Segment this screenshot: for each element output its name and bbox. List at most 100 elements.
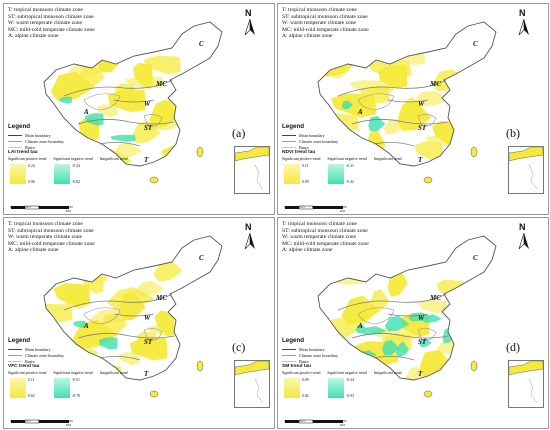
ramp-value: 0.96: [28, 180, 35, 184]
climate-zone-item: T: tropical monsoon climate zone: [8, 221, 83, 227]
legend: Legend Main boundary Climate zone boundary…: [8, 123, 132, 183]
positive-trend-area: [154, 310, 175, 337]
scale-tick-label: 825: [38, 419, 43, 423]
basin-outline: [417, 114, 437, 127]
negative-ramp: [54, 164, 70, 184]
positive-trend-area: [330, 93, 377, 118]
scale-tick-label: 1,650 KM: [340, 419, 347, 427]
legend-item-label: Main boundary: [25, 132, 51, 138]
positive-trend-area: [143, 56, 181, 75]
legend: Legend Main boundary Climate zone boundary…: [282, 337, 406, 397]
zone-letter: T: [418, 370, 423, 378]
positive-trend-area: [414, 141, 443, 161]
positive-trend-area: [414, 90, 451, 107]
island: [196, 146, 204, 158]
legend-item-label: Climate zone boundary: [299, 138, 339, 144]
climate-zone-item: A: alpine climate zone: [8, 33, 59, 40]
trend-title: NDVI trend tau: [282, 150, 316, 155]
basin-outline: [357, 93, 395, 111]
legend-item: Basin: [282, 358, 406, 364]
ramp-value: 0.89: [302, 180, 309, 184]
zone-letter: A: [357, 322, 363, 330]
negative-trend-area: [382, 339, 400, 356]
climate-zone-item: W: warm temperate climate zone: [8, 20, 83, 27]
climate-zone-boundary: [113, 99, 155, 103]
zone-letter: MC: [429, 80, 441, 88]
positive-ramp: [10, 378, 26, 398]
climate-zone-boundary: [63, 79, 173, 97]
china-map: C MC W A ST T: [43, 21, 223, 184]
positive-trend-area: [132, 62, 153, 89]
basin-outline: [143, 114, 163, 127]
negative-trend-area: [59, 96, 72, 104]
sig-insignificant-label: Insignificant trend: [99, 371, 128, 375]
legend-swatch: [282, 354, 296, 356]
zone-letter: T: [144, 370, 149, 378]
zone-letter: W: [144, 100, 151, 108]
scale-tick-label: 825: [312, 205, 317, 209]
legend-swatch: [8, 348, 22, 350]
zone-letter: ST: [418, 124, 427, 132]
negative-trend-area: [421, 314, 442, 324]
south-china-sea-inset: [234, 146, 270, 194]
positive-trend-area: [44, 48, 64, 61]
basin-outline: [143, 328, 163, 341]
legend-item-label: Main boundary: [299, 346, 325, 352]
zone-letter: ST: [144, 338, 153, 346]
significance-legend: Significant positive trend Significant ne…: [282, 157, 409, 161]
legend-item: Climate zone boundary: [282, 138, 406, 144]
climate-zone-list: T: tropical monsoon climate zone ST: subt…: [8, 221, 95, 254]
negative-ramp: [54, 378, 70, 398]
legend-swatch: [282, 146, 296, 148]
zone-letter: T: [418, 156, 423, 164]
zone-letter: W: [418, 100, 425, 108]
scale-bar: 0 412.5 825 1,650 KM: [10, 198, 74, 213]
legend-item-label: Main boundary: [25, 346, 51, 352]
climate-zone-boundary: [63, 293, 173, 311]
legend-item: Basin: [8, 358, 132, 364]
positive-trend-area: [89, 308, 137, 325]
north-arrow: N: [240, 8, 260, 36]
positive-trend-area: [348, 80, 394, 94]
map-panel: T: tropical monsoon climate zone ST: subt…: [3, 3, 275, 215]
zone-letter: W: [144, 314, 151, 322]
sig-negative-label: Significant negative trend: [327, 157, 367, 161]
north-letter: N: [245, 8, 252, 18]
ramp-value: 0.09: [302, 378, 309, 382]
positive-ramp: [284, 164, 300, 184]
zone-letter: C: [199, 254, 204, 262]
legend-swatch: [8, 354, 22, 356]
sig-positive-label: Significant positive trend: [282, 157, 321, 161]
map-panel: T: tropical monsoon climate zone ST: subt…: [277, 217, 549, 429]
climate-zone-item: ST: subtropical monsoon climate zone: [282, 13, 368, 20]
ramp-value: 0.11: [302, 164, 309, 168]
climate-zone-item: A: alpine climate zone: [282, 33, 333, 40]
legend-item: Main boundary: [282, 346, 406, 352]
main-boundary: [43, 235, 223, 381]
zone-letter: C: [199, 40, 204, 48]
scale-tick-label: 412.5: [298, 419, 305, 423]
sig-negative-label: Significant negative trend: [53, 157, 93, 161]
china-map: C MC W A ST T: [317, 235, 497, 398]
north-arrow: N: [514, 8, 534, 36]
china-map: C MC W A ST T: [317, 21, 497, 184]
negative-trend-area: [85, 113, 104, 126]
climate-zone-boundary: [351, 119, 449, 125]
south-china-sea-inset: [508, 146, 544, 194]
legend-item: Climate zone boundary: [282, 352, 406, 358]
legend-item-label: Basin: [299, 358, 309, 364]
legend-title: Legend: [8, 123, 31, 130]
legend-item-label: Climate zone boundary: [25, 138, 65, 144]
trend-title: VFC trend tau: [8, 364, 40, 369]
south-china-sea-inset: [234, 360, 270, 408]
zone-letter: MC: [429, 294, 441, 302]
panel-label: (a): [232, 126, 246, 140]
climate-zone-boundary: [373, 356, 415, 361]
positive-trend-area: [131, 121, 161, 144]
zone-letter: W: [418, 314, 425, 322]
north-letter: N: [519, 222, 526, 232]
zone-letter: A: [357, 108, 363, 116]
north-letter: N: [245, 222, 252, 232]
map-panel: T: tropical monsoon climate zone ST: subt…: [277, 3, 549, 215]
negative-trend-area: [73, 320, 86, 328]
